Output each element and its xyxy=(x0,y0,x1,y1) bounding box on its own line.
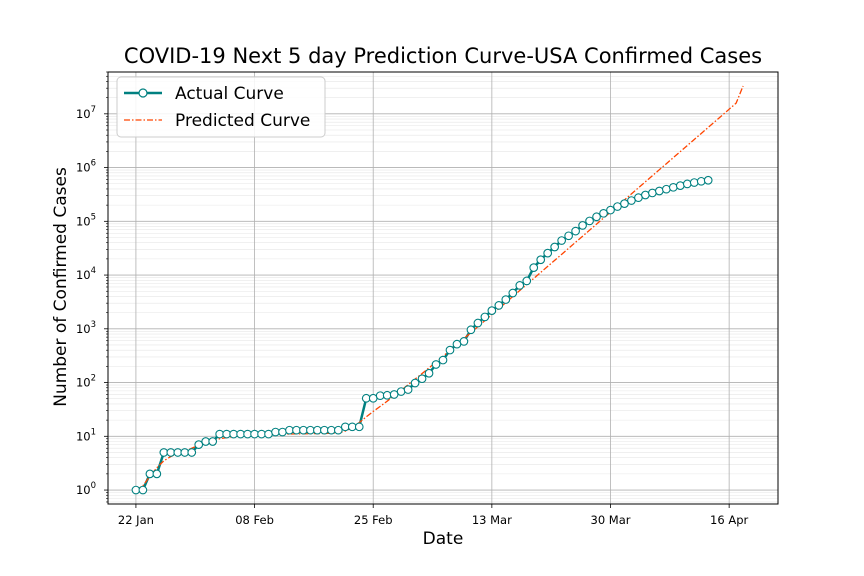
actual-point xyxy=(431,360,441,369)
y-tick-label: 104 xyxy=(76,266,96,282)
actual-point xyxy=(661,184,671,194)
actual-point xyxy=(278,427,287,437)
x-tick-label: 30 Mar xyxy=(591,513,631,527)
actual-point xyxy=(438,355,448,365)
y-tick-label: 105 xyxy=(76,212,96,228)
actual-point xyxy=(550,242,560,252)
actual-point xyxy=(648,188,657,198)
actual-point xyxy=(403,385,413,394)
actual-point xyxy=(208,437,218,446)
series-layer xyxy=(131,85,744,495)
y-tick-label: 101 xyxy=(76,427,96,443)
actual-point xyxy=(620,199,629,208)
actual-point xyxy=(682,179,692,189)
actual-point xyxy=(396,387,406,396)
actual-point xyxy=(264,429,273,439)
legend-label-actual: Actual Curve xyxy=(175,84,284,104)
actual-point xyxy=(410,378,420,388)
actual-point xyxy=(333,425,343,435)
actual-point xyxy=(668,182,678,192)
actual-point xyxy=(655,186,664,196)
legend: Actual Curve Predicted Curve xyxy=(116,76,326,138)
actual-point xyxy=(445,345,455,355)
legend-marker-actual xyxy=(138,88,148,98)
y-axis-title: Number of Confirmed Cases xyxy=(51,167,71,407)
actual-point xyxy=(187,448,197,457)
actual-point xyxy=(501,295,511,304)
x-tick-label: 25 Feb xyxy=(354,513,393,527)
actual-point xyxy=(152,469,162,479)
x-tick-label: 08 Feb xyxy=(235,513,274,527)
actual-point xyxy=(696,176,706,186)
actual-point xyxy=(473,318,483,328)
actual-point xyxy=(354,422,364,432)
x-tick-label: 22 Jan xyxy=(118,513,154,527)
legend-frame xyxy=(116,76,326,138)
actual-point xyxy=(564,231,573,241)
actual-point xyxy=(508,288,518,298)
x-axis-title: Date xyxy=(423,529,464,549)
actual-point xyxy=(689,178,699,187)
actual-point xyxy=(417,374,427,384)
actual-point xyxy=(522,276,532,286)
actual-point xyxy=(703,175,713,185)
actual-point xyxy=(536,255,546,265)
actual-point xyxy=(606,205,615,215)
legend-label-predicted: Predicted Curve xyxy=(175,111,310,131)
y-tick-label: 102 xyxy=(76,374,96,390)
major-gridlines xyxy=(108,72,778,504)
actual-point xyxy=(459,337,469,346)
actual-point xyxy=(592,212,601,222)
x-tick-label: 16 Apr xyxy=(710,513,748,527)
actual-point xyxy=(194,440,204,449)
actual-point xyxy=(487,306,497,315)
actual-point xyxy=(571,226,580,236)
ticks-layer: 100 101 102 103 104 105 106 107 22 Jan 08 Feb 25 F… xyxy=(76,71,749,527)
y-tick-label: 106 xyxy=(76,159,96,175)
actual-point xyxy=(494,301,504,310)
actual-point xyxy=(641,190,650,200)
y-tick-label: 100 xyxy=(76,481,96,497)
actual-point xyxy=(382,390,392,400)
actual-point xyxy=(424,368,434,378)
actual-point xyxy=(543,248,553,258)
plot-frame xyxy=(107,71,779,505)
actual-point xyxy=(557,236,566,245)
actual-point xyxy=(578,221,587,230)
actual-point xyxy=(515,281,525,290)
actual-point xyxy=(138,485,148,495)
actual-point xyxy=(675,181,685,190)
actual-point xyxy=(529,263,539,272)
actual-point xyxy=(480,312,490,322)
y-tick-label: 107 xyxy=(76,105,96,121)
actual-point xyxy=(599,208,608,218)
x-tick-label: 13 Mar xyxy=(472,513,512,527)
actual-point xyxy=(466,325,476,335)
chart-title: COVID-19 Next 5 day Prediction Curve-USA… xyxy=(124,44,762,68)
actual-point xyxy=(585,216,594,226)
y-tick-label: 103 xyxy=(76,320,96,336)
